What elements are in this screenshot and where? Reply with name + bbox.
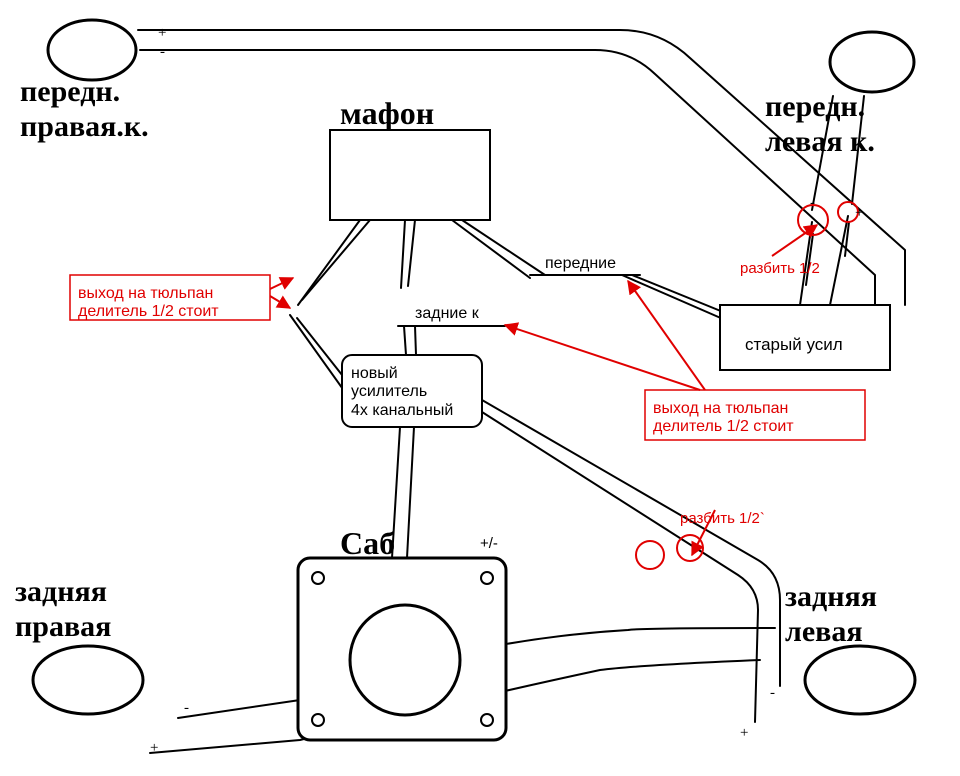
sub-screw-1 [481, 572, 493, 584]
right-to-rearleft-b [150, 660, 760, 753]
tulip-l-tick-b [270, 296, 290, 308]
newamp-to-sub-b [407, 427, 414, 558]
label-new_amp: новый усилитель 4х канальный [351, 365, 453, 420]
tulip-right-note: выход на тюльпан делитель 1/2 стоит [653, 400, 794, 437]
mafon-box [330, 130, 490, 220]
rear-to-newamp-a [404, 326, 406, 355]
front-to-oldamp-a [622, 275, 723, 319]
label-plus: + [855, 205, 863, 222]
sub-cone [350, 605, 460, 715]
label-plus: + [158, 25, 166, 42]
node-rear-left-b [677, 535, 703, 561]
razbit-1-note: разбить 1/2 [740, 260, 820, 277]
sub-box [298, 558, 506, 740]
oldamp-node-plus [830, 216, 848, 305]
sub-screw-0 [312, 572, 324, 584]
label-rear_lbl: задние к [415, 305, 479, 323]
label-minus: - [770, 685, 775, 702]
mafon-to-front-lbl-b [462, 220, 545, 275]
mafon-to-front-lbl-a [452, 220, 530, 278]
label-old_amp: старый усил [745, 335, 843, 355]
label-mafon: мафон [340, 95, 434, 132]
tulip-to-newamp-b [297, 318, 346, 380]
diagram-stage: передн. правая.к. передн. левая к. задняя … [0, 0, 960, 776]
label-rear_left: задняя левая [785, 580, 877, 649]
label-minus: - [184, 700, 189, 717]
right-to-rearleft-a [178, 628, 775, 718]
razbit-2-note: разбить 1/2` [680, 510, 765, 527]
tulip-r-to-rear [505, 325, 700, 390]
mafon-to-tulip-left-a [298, 220, 360, 305]
sub-screw-3 [481, 714, 493, 726]
rear-to-newamp-b [415, 326, 416, 355]
front-right-speaker [48, 20, 136, 80]
razb1-arrow [772, 225, 817, 256]
fl-node-plus-tail [845, 222, 849, 256]
label-front_lbl: передние [545, 255, 616, 273]
front-left-speaker [830, 32, 914, 92]
rear-left-speaker [805, 646, 915, 714]
label-plus: + [150, 740, 158, 757]
node-rear-left-a [636, 541, 664, 569]
label-front_left: передн. левая к. [765, 90, 875, 159]
tulip-left-note: выход на тюльпан делитель 1/2 стоит [78, 285, 219, 322]
sub-screw-2 [312, 714, 324, 726]
rear-right-speaker [33, 646, 143, 714]
front-to-oldamp-b [632, 275, 733, 316]
tulip-r-to-front [628, 281, 705, 390]
label-minus: - [160, 44, 165, 61]
label-sab: Саб [340, 525, 395, 562]
tulip-to-newamp-a [290, 315, 345, 392]
mafon-to-tulip-left-b [302, 220, 370, 300]
newamp-to-right-b [482, 412, 758, 722]
mafon-to-rear-lbl-a [401, 220, 405, 288]
label-minus: - [810, 195, 815, 212]
label-front_right: передн. правая.к. [20, 75, 149, 144]
tulip-l-tick-a [270, 278, 293, 289]
newamp-to-right-a [482, 400, 780, 686]
label-pmlabel: +/- [480, 535, 498, 552]
label-rear_right: задняя правая [15, 575, 111, 644]
mafon-to-rear-lbl-b [408, 220, 415, 286]
label-plus: + [740, 725, 748, 742]
